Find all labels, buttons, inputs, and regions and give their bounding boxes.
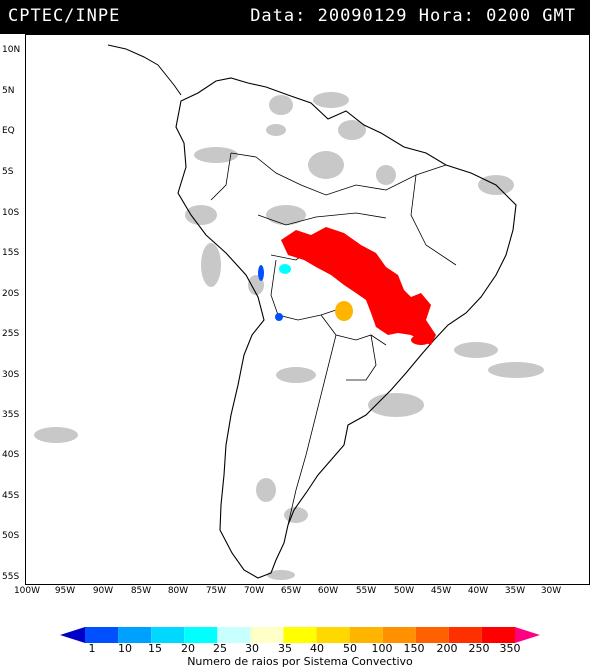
lat-label: 55S: [2, 572, 20, 582]
colorbar-cell: [382, 627, 416, 643]
central-america-coast: [107, 44, 182, 96]
colorbar-cells: [85, 627, 515, 643]
colorbar-cell: [151, 627, 185, 643]
lon-label: 40W: [467, 586, 489, 596]
lightning-cluster-cyan: [279, 264, 291, 274]
lon-label: 35W: [504, 586, 526, 596]
lon-label: 65W: [280, 586, 302, 596]
lon-label: 45W: [430, 586, 452, 596]
lat-label: 5N: [2, 86, 15, 96]
colorbar-cell: [349, 627, 383, 643]
colorbar-label: 50: [343, 642, 357, 655]
colorbar-label: 25: [213, 642, 227, 655]
colorbar-label: 35: [278, 642, 292, 655]
lon-label: 75W: [205, 586, 227, 596]
lat-label: 30S: [2, 370, 20, 380]
colorbar-cell: [184, 627, 218, 643]
colorbar-cell: [316, 627, 350, 643]
lon-label: 50W: [393, 586, 415, 596]
colorbar-cell: [118, 627, 152, 643]
lat-label: 35S: [2, 410, 20, 420]
colorbar-cell: [85, 627, 119, 643]
lat-label: 10N: [2, 45, 21, 55]
lon-label: 80W: [167, 586, 189, 596]
lat-label: 20S: [2, 289, 20, 299]
colorbar-label: 20: [181, 642, 195, 655]
lon-label: 70W: [243, 586, 265, 596]
lat-label: 45S: [2, 491, 20, 501]
colorbar-label: 1: [88, 642, 96, 655]
colorbar-cell: [217, 627, 251, 643]
lightning-cluster-blue-south: [275, 313, 283, 321]
colorbar: [60, 627, 540, 643]
colorbar-label: 150: [403, 642, 425, 655]
map-panel: [25, 34, 590, 585]
colorbar-label: 15: [148, 642, 162, 655]
lightning-cluster-orange: [335, 301, 353, 321]
lat-label: EQ: [2, 126, 15, 136]
datetime-label: Data: 20090129 Hora: 0200 GMT: [250, 6, 576, 26]
colorbar-label: 30: [245, 642, 259, 655]
lat-label: 40S: [2, 450, 20, 460]
cloud-patches: [34, 92, 544, 580]
lon-label: 85W: [130, 586, 152, 596]
colorbar-cell: [481, 627, 515, 643]
lat-label: 50S: [2, 531, 20, 541]
colorbar-label: 250: [468, 642, 490, 655]
lat-label: 10S: [2, 208, 20, 218]
colorbar-cell: [448, 627, 482, 643]
colorbar-label: 40: [310, 642, 324, 655]
lightning-cluster-blue-north: [258, 265, 264, 281]
lon-label: 95W: [54, 586, 76, 596]
colorbar-label: 350: [499, 642, 521, 655]
lightning-cluster-red: [281, 227, 436, 345]
lon-label: 90W: [92, 586, 114, 596]
south-america-coast: [175, 77, 517, 579]
title-bar: CPTEC/INPE Data: 20090129 Hora: 0200 GMT: [0, 0, 590, 34]
colorbar-left-arrow: [60, 627, 85, 643]
colorbar-label: 100: [371, 642, 393, 655]
map-canvas: [34, 44, 544, 580]
colorbar-cell: [415, 627, 449, 643]
colorbar-title: Numero de raios por Sistema Convectivo: [187, 655, 413, 668]
lon-label: 30W: [540, 586, 562, 596]
lat-label: 25S: [2, 329, 20, 339]
lat-label: 5S: [2, 167, 14, 177]
lon-label: 100W: [13, 586, 41, 596]
colorbar-label: 200: [436, 642, 458, 655]
colorbar-label: 10: [118, 642, 132, 655]
colorbar-cell: [283, 627, 317, 643]
lon-label: 60W: [317, 586, 339, 596]
lat-label: 15S: [2, 248, 20, 258]
source-label: CPTEC/INPE: [8, 6, 121, 26]
colorbar-cell: [250, 627, 284, 643]
lon-label: 55W: [355, 586, 377, 596]
colorbar-right-arrow: [515, 627, 540, 643]
